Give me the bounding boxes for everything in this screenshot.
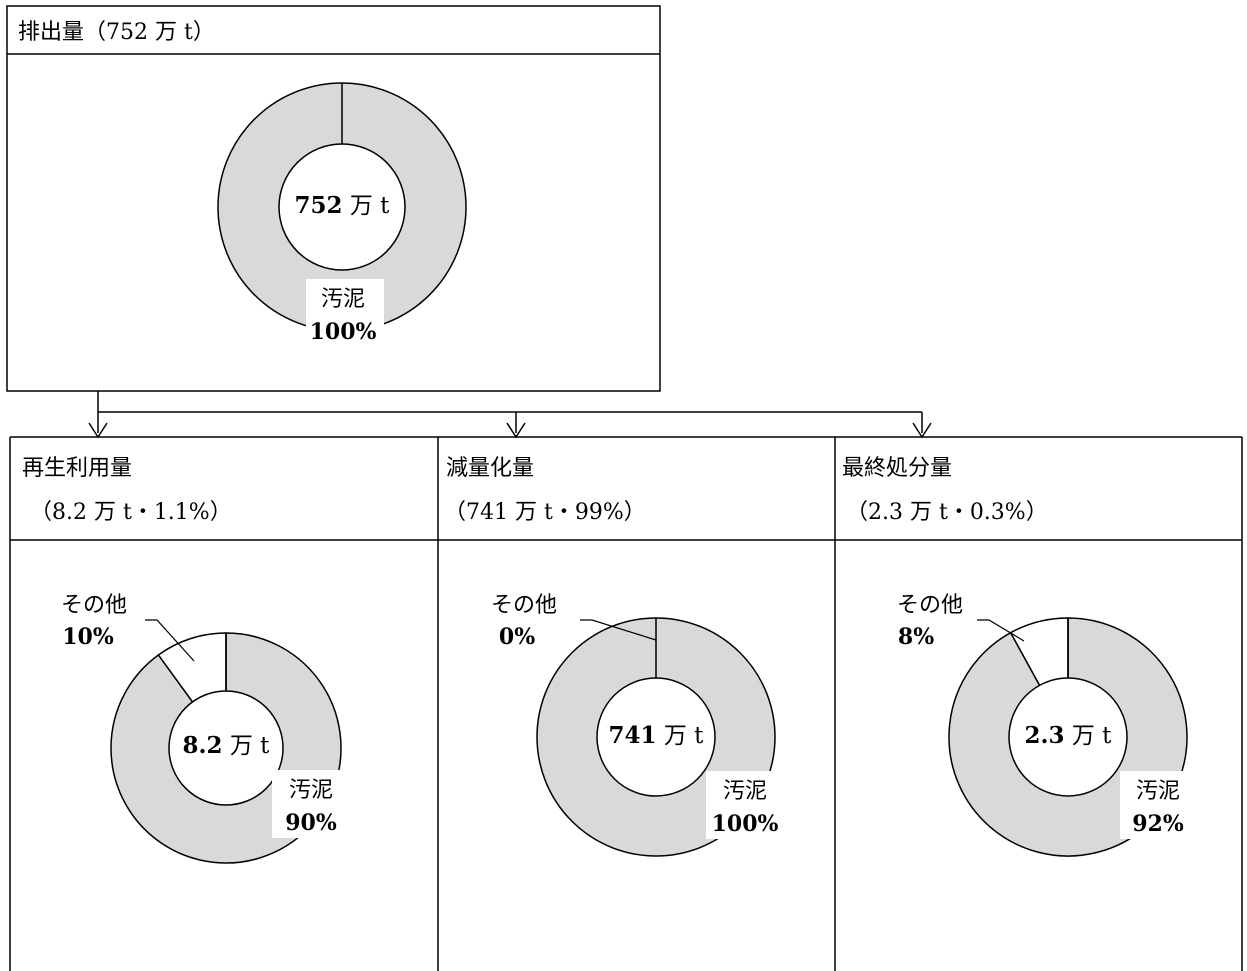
panel-title-recycle: 再生利用量 [22, 456, 132, 481]
label-bg [306, 279, 384, 349]
donut-hole [596, 677, 716, 797]
panel-subtitle-recycle: （8.2 万 t・1.1%） [30, 500, 232, 525]
slice-value-reduction-other: 0% [499, 624, 535, 650]
panel-subtitle-disposal: （2.3 万 t・0.3%） [846, 500, 1048, 525]
slice-label-recycle-sludge: 汚泥 [289, 778, 333, 803]
panel-subtitle-reduction: （741 万 t・99%） [444, 500, 646, 525]
bottom-grid [9, 436, 1243, 971]
label-bg [1120, 771, 1196, 839]
slice-label-disposal-other: その他 [897, 593, 963, 618]
slice-value-recycle-sludge: 90% [285, 810, 337, 836]
leader-line-disposal-other [977, 619, 1025, 642]
slice-label-emission-sludge: 汚泥 [321, 287, 365, 312]
donut-hole [168, 690, 284, 806]
connectors [97, 391, 923, 433]
label-bg [272, 770, 348, 838]
top-header: 排出量（752 万 t） [18, 20, 215, 45]
slice-value-reduction-sludge: 100% [712, 811, 779, 837]
slice-label-disposal-sludge: 汚泥 [1136, 779, 1180, 804]
slice-label-recycle-other: その他 [61, 593, 127, 618]
center-label-disposal: 2.3 万 t [1025, 722, 1113, 749]
slice-value-recycle-other: 10% [62, 624, 114, 650]
slice-label-reduction-sludge: 汚泥 [723, 779, 767, 804]
top-box [6, 5, 661, 392]
center-label-reduction: 741 万 t [609, 722, 705, 749]
leader-line-recycle-other [145, 619, 195, 662]
donut-chart-emission [217, 82, 467, 332]
slice-value-emission-sludge: 100% [310, 319, 377, 345]
leader-line-reduction-other [580, 619, 657, 641]
center-label-emission: 752 万 t [295, 192, 391, 219]
donut-hole [1008, 677, 1128, 797]
slice-label-reduction-other: その他 [491, 593, 557, 618]
panel-title-reduction: 減量化量 [446, 456, 534, 481]
donut-hole [278, 143, 406, 271]
label-bg [706, 771, 784, 839]
center-label-recycle: 8.2 万 t [183, 732, 271, 759]
arrow-heads [88, 422, 932, 439]
slice-value-disposal-other: 8% [898, 624, 934, 650]
panel-title-disposal: 最終処分量 [842, 456, 952, 481]
slice-value-disposal-sludge: 92% [1132, 811, 1184, 837]
